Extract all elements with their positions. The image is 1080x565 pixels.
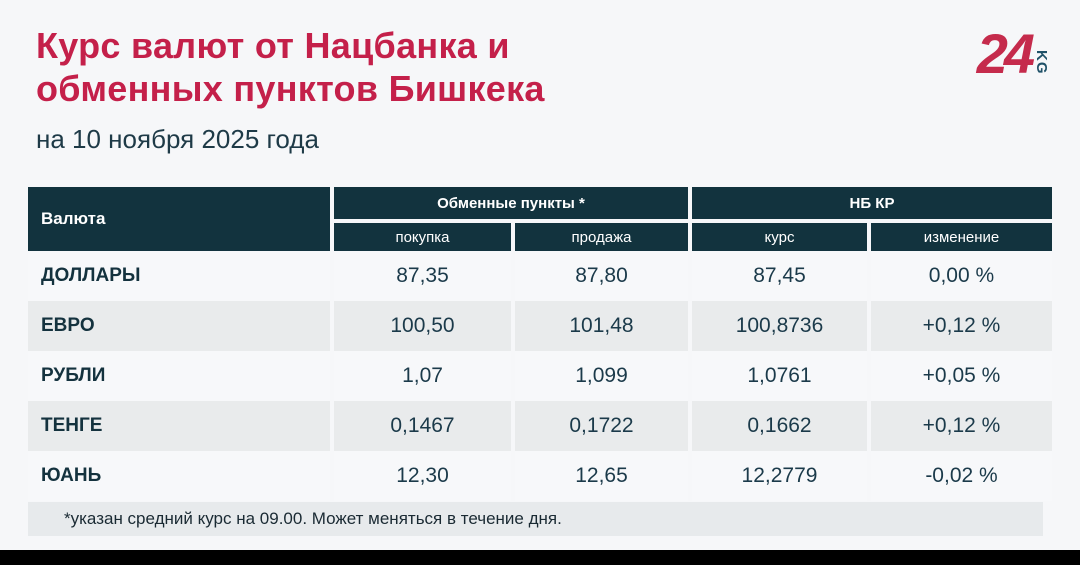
title-block: Курс валют от Нацбанка и обменных пункто…	[36, 24, 545, 155]
sell-value: 87,80	[515, 251, 688, 301]
logo-24-mark: 24	[976, 22, 1035, 85]
buy-value: 0,1467	[334, 401, 511, 451]
header-cell-rate: курс	[692, 223, 867, 251]
header-cell-buy: покупка	[334, 223, 511, 251]
header-group-exchange-offices: Обменные пункты *	[334, 187, 688, 219]
rate-value: 100,8736	[692, 301, 867, 351]
page-title-line1: Курс валют от Нацбанка и	[36, 25, 510, 66]
table-header: Валюта Обменные пункты * НБ КР покупка п…	[28, 187, 1052, 251]
page-title-line2: обменных пунктов Бишкека	[36, 68, 545, 109]
header-cell-change: изменение	[871, 223, 1052, 251]
buy-value: 87,35	[334, 251, 511, 301]
change-value: 0,00 %	[871, 251, 1052, 301]
page-header: Курс валют от Нацбанка и обменных пункто…	[0, 0, 1080, 155]
footnote-text: *указан средний курс на 09.00. Может мен…	[64, 509, 562, 528]
rate-value: 1,0761	[692, 351, 867, 401]
header-cell-sell: продажа	[515, 223, 688, 251]
currency-name: ДОЛЛАРЫ	[28, 251, 330, 301]
rate-value: 0,1662	[692, 401, 867, 451]
sell-value: 12,65	[515, 451, 688, 501]
change-value: +0,12 %	[871, 401, 1052, 451]
page-subtitle: на 10 ноября 2025 года	[36, 124, 319, 154]
logo-kg-label: KG	[1033, 50, 1050, 75]
currency-name: ЕВРО	[28, 301, 330, 351]
rate-value: 87,45	[692, 251, 867, 301]
change-value: -0,02 %	[871, 451, 1052, 501]
rate-value: 12,2779	[692, 451, 867, 501]
sell-value: 0,1722	[515, 401, 688, 451]
currency-rate-table: Валюта Обменные пункты * НБ КР покупка п…	[28, 187, 1052, 501]
sell-value: 101,48	[515, 301, 688, 351]
currency-name: РУБЛИ	[28, 351, 330, 401]
table-row-dollars: ДОЛЛАРЫ 87,35 87,80 87,45 0,00 %	[28, 251, 1052, 301]
header-cell-currency: Валюта	[28, 187, 330, 251]
buy-value: 12,30	[334, 451, 511, 501]
buy-value: 1,07	[334, 351, 511, 401]
bottom-black-bar	[0, 550, 1080, 565]
table-row-rubles: РУБЛИ 1,07 1,099 1,0761 +0,05 %	[28, 351, 1052, 401]
page-title: Курс валют от Нацбанка и обменных пункто…	[36, 24, 545, 110]
currency-name: ЮАНЬ	[28, 451, 330, 501]
sell-value: 1,099	[515, 351, 688, 401]
brand-logo-24kg: 24 KG	[976, 22, 1050, 85]
table-row-tenge: ТЕНГЕ 0,1467 0,1722 0,1662 +0,12 %	[28, 401, 1052, 451]
table-row-yuan: ЮАНЬ 12,30 12,65 12,2779 -0,02 %	[28, 451, 1052, 501]
change-value: +0,12 %	[871, 301, 1052, 351]
header-group-nbkr: НБ КР	[692, 187, 1052, 219]
currency-name: ТЕНГЕ	[28, 401, 330, 451]
change-value: +0,05 %	[871, 351, 1052, 401]
table-body: ДОЛЛАРЫ 87,35 87,80 87,45 0,00 % ЕВРО 10…	[28, 251, 1052, 501]
buy-value: 100,50	[334, 301, 511, 351]
footnote-bar: *указан средний курс на 09.00. Может мен…	[28, 502, 1043, 536]
table-row-euro: ЕВРО 100,50 101,48 100,8736 +0,12 %	[28, 301, 1052, 351]
